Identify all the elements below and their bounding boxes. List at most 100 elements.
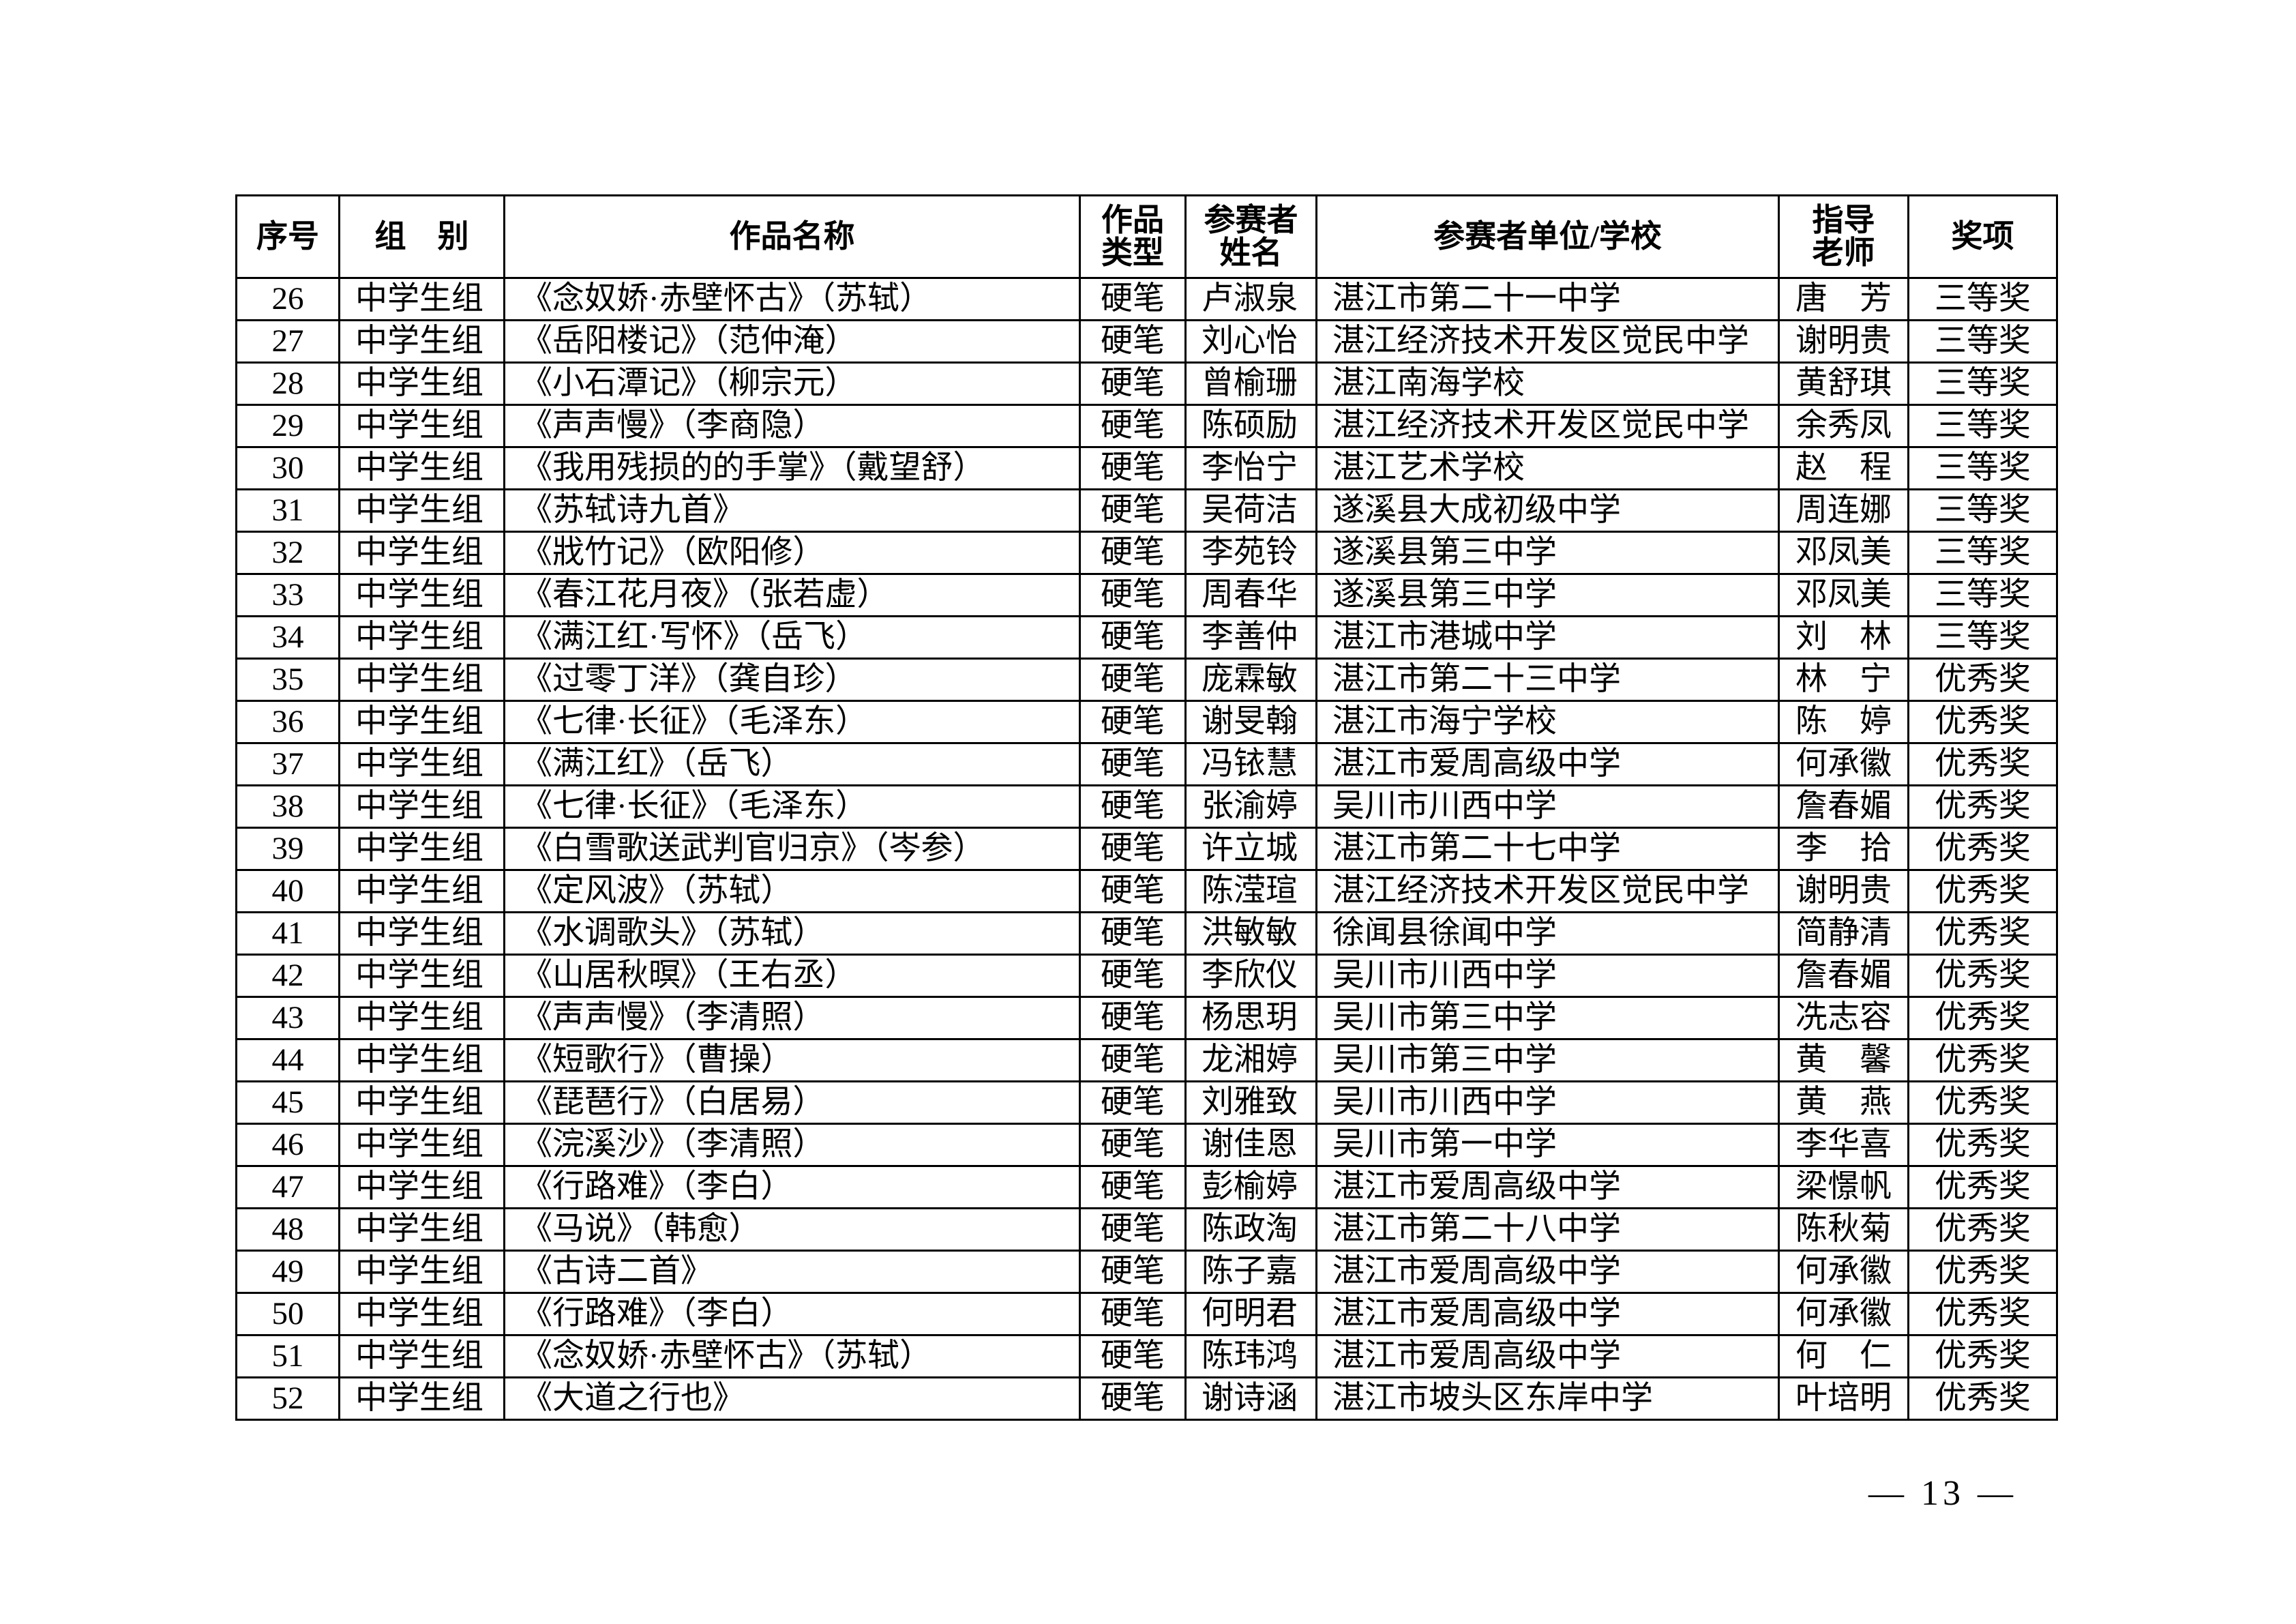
cell-participant: 陈硕励 bbox=[1184, 404, 1317, 448]
cell-teacher: 周连娜 bbox=[1778, 488, 1909, 533]
cell-work-type: 硬笔 bbox=[1079, 1334, 1187, 1378]
cell-teacher: 余秀凤 bbox=[1778, 404, 1909, 448]
cell-teacher: 黄舒琪 bbox=[1778, 361, 1909, 406]
cell-work-title: 《声声慢》（李清照） bbox=[503, 996, 1081, 1040]
cell-work-type: 硬笔 bbox=[1079, 742, 1187, 786]
cell-award: 优秀奖 bbox=[1907, 1334, 2058, 1378]
cell-index: 38 bbox=[235, 784, 340, 829]
cell-work-type: 硬笔 bbox=[1079, 404, 1187, 448]
awards-table: 序号组 别作品名称 作品 类型 参赛者 姓名 参赛者单位/学校 指导 老师 奖项 26 中学… bbox=[235, 194, 2058, 1421]
cell-teacher: 叶培明 bbox=[1778, 1376, 1909, 1421]
table-row: 47 中学生组 《行路难》（李白） 硬笔 彭榆婷 湛江市爱周高级中学 梁憬帆 优秀奖 bbox=[235, 1165, 2058, 1209]
cell-group: 中学生组 bbox=[338, 869, 505, 913]
cell-participant: 李善仲 bbox=[1184, 615, 1317, 660]
cell-group: 中学生组 bbox=[338, 277, 505, 321]
table-row: 28 中学生组 《小石潭记》（柳宗元） 硬笔 曾榆珊 湛江南海学校 黄舒琪 三等奖 bbox=[235, 361, 2058, 406]
cell-participant: 冯铱慧 bbox=[1184, 742, 1317, 786]
cell-group: 中学生组 bbox=[338, 700, 505, 744]
cell-participant: 吴荷洁 bbox=[1184, 488, 1317, 533]
cell-award: 优秀奖 bbox=[1907, 784, 2058, 829]
cell-participant: 刘雅致 bbox=[1184, 1080, 1317, 1125]
cell-work-type: 硬笔 bbox=[1079, 1292, 1187, 1336]
cell-teacher: 谢明贵 bbox=[1778, 319, 1909, 364]
cell-work-type: 硬笔 bbox=[1079, 658, 1187, 702]
cell-group: 中学生组 bbox=[338, 827, 505, 871]
cell-school: 湛江市爱周高级中学 bbox=[1315, 742, 1780, 786]
cell-group: 中学生组 bbox=[338, 1123, 505, 1167]
cell-teacher: 詹春媚 bbox=[1778, 784, 1909, 829]
cell-award: 三等奖 bbox=[1907, 531, 2058, 575]
header-col-teacher: 指导 老师 bbox=[1778, 194, 1909, 279]
cell-work-title: 《念奴娇·赤壁怀古》（苏轼） bbox=[503, 1334, 1081, 1378]
cell-group: 中学生组 bbox=[338, 1376, 505, 1421]
cell-index: 30 bbox=[235, 446, 340, 490]
header-col-participant: 参赛者 姓名 bbox=[1184, 194, 1317, 279]
cell-group: 中学生组 bbox=[338, 319, 505, 364]
cell-school: 吴川市第三中学 bbox=[1315, 996, 1780, 1040]
cell-teacher: 唐 芳 bbox=[1778, 277, 1909, 321]
cell-award: 三等奖 bbox=[1907, 404, 2058, 448]
cell-award: 优秀奖 bbox=[1907, 954, 2058, 998]
table-row: 52 中学生组 《大道之行也》 硬笔 谢诗涵 湛江市坡头区东岸中学 叶培明 优秀奖 bbox=[235, 1376, 2058, 1421]
table-row: 29 中学生组 《声声慢》（李商隐） 硬笔 陈硕励 湛江经济技术开发区觉民中学 余秀凤 三等奖 bbox=[235, 404, 2058, 448]
cell-award: 优秀奖 bbox=[1907, 700, 2058, 744]
cell-participant: 谢佳恩 bbox=[1184, 1123, 1317, 1167]
cell-index: 35 bbox=[235, 658, 340, 702]
header-col-index: 序号 bbox=[235, 194, 340, 279]
cell-index: 51 bbox=[235, 1334, 340, 1378]
header-col-award: 奖项 bbox=[1907, 194, 2058, 279]
cell-group: 中学生组 bbox=[338, 1165, 505, 1209]
table-row: 40 中学生组 《定风波》（苏轼） 硬笔 陈滢瑄 湛江经济技术开发区觉民中学 谢明贵 优秀奖 bbox=[235, 869, 2058, 913]
cell-group: 中学生组 bbox=[338, 1207, 505, 1252]
cell-work-type: 硬笔 bbox=[1079, 1250, 1187, 1294]
cell-index: 46 bbox=[235, 1123, 340, 1167]
cell-index: 29 bbox=[235, 404, 340, 448]
cell-work-type: 硬笔 bbox=[1079, 319, 1187, 364]
cell-group: 中学生组 bbox=[338, 1250, 505, 1294]
cell-index: 42 bbox=[235, 954, 340, 998]
cell-teacher: 邓凤美 bbox=[1778, 531, 1909, 575]
table-row: 31 中学生组 《苏轼诗九首》 硬笔 吴荷洁 遂溪县大成初级中学 周连娜 三等奖 bbox=[235, 488, 2058, 533]
cell-group: 中学生组 bbox=[338, 911, 505, 956]
cell-school: 湛江经济技术开发区觉民中学 bbox=[1315, 319, 1780, 364]
cell-index: 26 bbox=[235, 277, 340, 321]
cell-teacher: 黄 燕 bbox=[1778, 1080, 1909, 1125]
cell-group: 中学生组 bbox=[338, 404, 505, 448]
table-row: 44 中学生组 《短歌行》（曹操） 硬笔 龙湘婷 吴川市第三中学黄 馨优秀奖 bbox=[235, 1038, 2058, 1082]
cell-work-title: 《小石潭记》（柳宗元） bbox=[503, 361, 1081, 406]
table-header-row: 序号组 别作品名称 作品 类型 参赛者 姓名 参赛者单位/学校 指导 老师 奖项 bbox=[235, 194, 2058, 279]
table-row: 46 中学生组 《浣溪沙》（李清照） 硬笔 谢佳恩 吴川市第一中学 李华喜 优秀奖 bbox=[235, 1123, 2058, 1167]
cell-work-title: 《岳阳楼记》（范仲淹） bbox=[503, 319, 1081, 364]
cell-work-title: 《浣溪沙》（李清照） bbox=[503, 1123, 1081, 1167]
cell-work-type: 硬笔 bbox=[1079, 488, 1187, 533]
cell-award: 优秀奖 bbox=[1907, 1376, 2058, 1421]
cell-index: 50 bbox=[235, 1292, 340, 1336]
cell-teacher: 简静清 bbox=[1778, 911, 1909, 956]
cell-work-type: 硬笔 bbox=[1079, 1207, 1187, 1252]
cell-group: 中学生组 bbox=[338, 784, 505, 829]
cell-award: 优秀奖 bbox=[1907, 911, 2058, 956]
cell-group: 中学生组 bbox=[338, 531, 505, 575]
cell-participant: 陈政淘 bbox=[1184, 1207, 1317, 1252]
cell-group: 中学生组 bbox=[338, 742, 505, 786]
cell-index: 49 bbox=[235, 1250, 340, 1294]
cell-participant: 李苑铃 bbox=[1184, 531, 1317, 575]
table-row: 26 中学生组 《念奴娇·赤壁怀古》（苏轼） 硬笔 卢淑泉 湛江市第二十一中学唐 芳三等奖 bbox=[235, 277, 2058, 321]
cell-group: 中学生组 bbox=[338, 615, 505, 660]
header-col-group: 组 别 bbox=[338, 194, 505, 279]
cell-school: 湛江经济技术开发区觉民中学 bbox=[1315, 869, 1780, 913]
cell-index: 28 bbox=[235, 361, 340, 406]
cell-index: 47 bbox=[235, 1165, 340, 1209]
page-number: — 13 — bbox=[1868, 1474, 2017, 1513]
cell-work-type: 硬笔 bbox=[1079, 911, 1187, 956]
cell-participant: 杨思玥 bbox=[1184, 996, 1317, 1040]
cell-school: 遂溪县第三中学 bbox=[1315, 531, 1780, 575]
table-row: 45 中学生组 《琵琶行》（白居易） 硬笔 刘雅致 吴川市川西中学黄 燕优秀奖 bbox=[235, 1080, 2058, 1125]
cell-work-title: 《定风波》（苏轼） bbox=[503, 869, 1081, 913]
cell-work-type: 硬笔 bbox=[1079, 700, 1187, 744]
cell-group: 中学生组 bbox=[338, 446, 505, 490]
cell-teacher: 冼志容 bbox=[1778, 996, 1909, 1040]
cell-school: 湛江艺术学校 bbox=[1315, 446, 1780, 490]
cell-school: 湛江市爱周高级中学 bbox=[1315, 1292, 1780, 1336]
cell-participant: 张渝婷 bbox=[1184, 784, 1317, 829]
